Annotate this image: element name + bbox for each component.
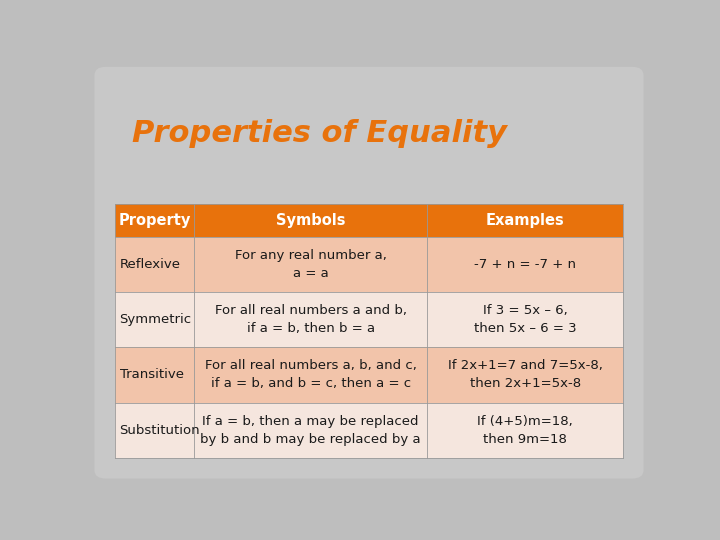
Text: If a = b, then a may be replaced
by b and b may be replaced by a: If a = b, then a may be replaced by b an… <box>200 415 421 446</box>
Bar <box>115 347 623 402</box>
Bar <box>115 402 623 458</box>
FancyBboxPatch shape <box>94 67 644 478</box>
Text: Property: Property <box>118 213 191 228</box>
Text: For any real number a,
a = a: For any real number a, a = a <box>235 249 387 280</box>
Text: Transitive: Transitive <box>120 368 184 381</box>
Text: Symbols: Symbols <box>276 213 346 228</box>
Text: Properties of Equality: Properties of Equality <box>132 119 507 148</box>
Text: Substitution: Substitution <box>120 424 200 437</box>
Text: Examples: Examples <box>486 213 564 228</box>
Bar <box>115 204 623 237</box>
Bar <box>115 237 623 292</box>
Text: If 3 = 5x – 6,
then 5x – 6 = 3: If 3 = 5x – 6, then 5x – 6 = 3 <box>474 305 577 335</box>
Bar <box>115 292 623 347</box>
Text: Reflexive: Reflexive <box>120 258 181 271</box>
Text: Symmetric: Symmetric <box>120 313 192 326</box>
Text: For all real numbers a, b, and c,
if a = b, and b = c, then a = c: For all real numbers a, b, and c, if a =… <box>204 360 417 390</box>
Text: -7 + n = -7 + n: -7 + n = -7 + n <box>474 258 576 271</box>
Text: If 2x+1=7 and 7=5x-8,
then 2x+1=5x-8: If 2x+1=7 and 7=5x-8, then 2x+1=5x-8 <box>448 360 603 390</box>
Text: If (4+5)m=18,
then 9m=18: If (4+5)m=18, then 9m=18 <box>477 415 573 446</box>
Text: For all real numbers a and b,
if a = b, then b = a: For all real numbers a and b, if a = b, … <box>215 305 407 335</box>
